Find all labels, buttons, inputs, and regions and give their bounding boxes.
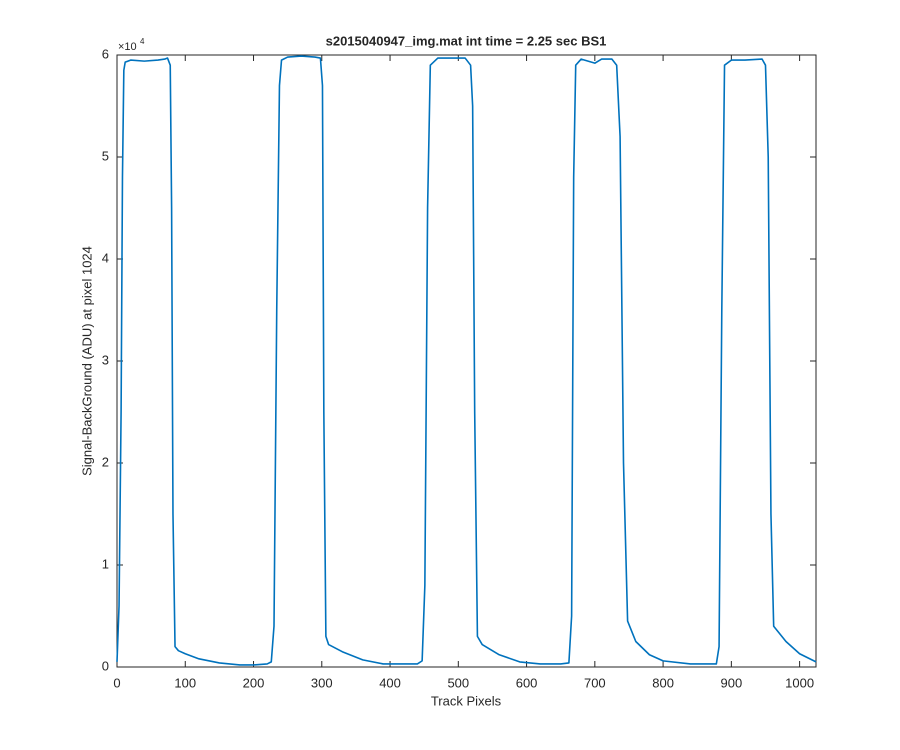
x-tick-label: 300 <box>311 675 333 690</box>
y-tick-label: 3 <box>102 352 109 367</box>
data-line <box>116 55 817 666</box>
x-tick-label: 400 <box>379 675 401 690</box>
chart-title: s2015040947_img.mat int time = 2.25 sec … <box>326 33 607 48</box>
x-tick-label: 800 <box>652 675 674 690</box>
y-tick-label: 4 <box>102 250 109 265</box>
x-tick-label: 200 <box>243 675 265 690</box>
x-tick-label: 500 <box>447 675 469 690</box>
y-tick-label: 6 <box>102 46 109 61</box>
x-tick-label: 600 <box>516 675 538 690</box>
y-multiplier: ×10 <box>118 41 137 53</box>
y-tick-label: 5 <box>102 148 109 163</box>
x-tick-label: 700 <box>584 675 606 690</box>
plot-box <box>116 54 817 668</box>
x-tick-label: 1000 <box>785 675 814 690</box>
y-tick-label: 2 <box>102 454 109 469</box>
x-tick-label: 100 <box>174 675 196 690</box>
y-tick-label: 1 <box>102 556 109 571</box>
y-multiplier-exponent: 4 <box>140 37 145 46</box>
x-axis-label: Track Pixels <box>431 693 502 708</box>
y-tick-label: 0 <box>102 658 109 673</box>
x-tick-label: 0 <box>113 675 120 690</box>
x-tick-label: 900 <box>721 675 743 690</box>
y-axis-label: Signal-BackGround (ADU) at pixel 1024 <box>79 246 94 476</box>
